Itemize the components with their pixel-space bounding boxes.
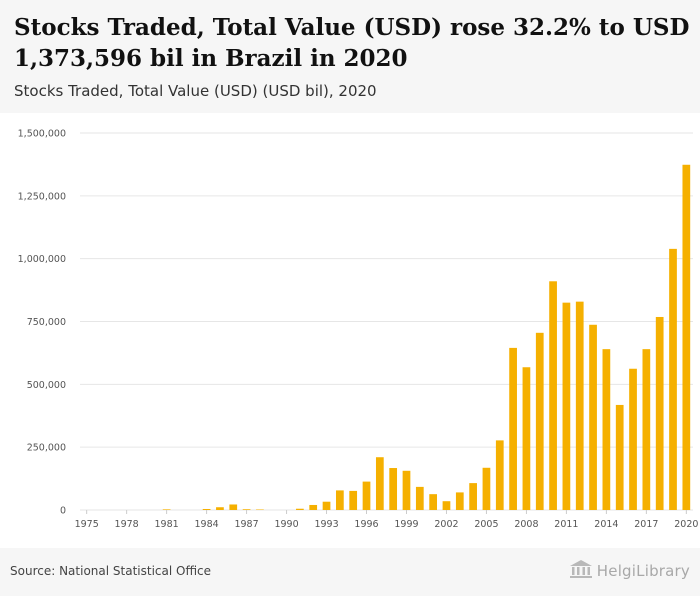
- bar-2014[interactable]: [602, 349, 611, 510]
- y-tick-label: 250,000: [27, 443, 66, 454]
- bar-1985[interactable]: [216, 507, 224, 510]
- bar-1993[interactable]: [322, 501, 331, 510]
- bar-1986[interactable]: [229, 504, 238, 510]
- bar-2018[interactable]: [655, 316, 664, 510]
- brand-name: HelgiLibrary: [596, 562, 690, 580]
- chart-title: Stocks Traded, Total Value (USD) rose 32…: [14, 14, 690, 72]
- bar-2010[interactable]: [549, 281, 557, 510]
- bar-1981[interactable]: [162, 509, 171, 510]
- bar-1984[interactable]: [202, 508, 211, 510]
- bar-2006[interactable]: [495, 440, 504, 510]
- bar-2008[interactable]: [522, 367, 531, 510]
- x-tick-label: 2005: [474, 519, 498, 530]
- source-note: Source: National Statistical Office: [10, 564, 212, 578]
- bar-1996[interactable]: [362, 481, 371, 510]
- bar-2015[interactable]: [615, 404, 624, 510]
- bar-2020[interactable]: [682, 164, 691, 510]
- x-tick-label: 1996: [354, 519, 378, 530]
- x-tick-label: 2011: [554, 519, 578, 530]
- bar-2004[interactable]: [469, 483, 477, 510]
- x-tick-label: 2014: [594, 519, 618, 530]
- bar-2019[interactable]: [669, 248, 677, 510]
- y-tick-label: 1,000,000: [18, 254, 66, 265]
- bar-2001[interactable]: [429, 494, 438, 510]
- bar-1998[interactable]: [389, 468, 398, 510]
- y-axis-tick-labels: 0 250,000 500,000 750,000 1,000,000 1,250,000…: [18, 129, 66, 517]
- bar-2003[interactable]: [455, 492, 464, 510]
- bar-1999[interactable]: [402, 470, 411, 510]
- bar-2000[interactable]: [415, 486, 424, 510]
- x-tick-label: 1999: [394, 519, 418, 530]
- x-tick-label: 1981: [155, 519, 179, 530]
- bar-1994[interactable]: [335, 490, 344, 510]
- x-tick-label: 1990: [274, 519, 298, 530]
- x-tick-label: 1993: [314, 519, 338, 530]
- bar-1987[interactable]: [242, 509, 251, 510]
- bar-2012[interactable]: [575, 301, 584, 510]
- x-tick-label: 2017: [634, 519, 658, 530]
- bar-1992[interactable]: [309, 504, 318, 510]
- bar-1991[interactable]: [296, 508, 304, 510]
- y-tick-label: 0: [60, 506, 66, 517]
- chart-subtitle: Stocks Traded, Total Value (USD) (USD bi…: [14, 82, 377, 100]
- bar-2005[interactable]: [482, 467, 491, 510]
- x-tick-label: 2008: [514, 519, 538, 530]
- bar-1997[interactable]: [375, 457, 384, 510]
- library-building-icon: [569, 560, 592, 582]
- gridlines: [80, 132, 693, 511]
- x-axis-tick-labels: 1975 1978 1981 1984 1987 1990 1993 1996 1999 2002…: [75, 510, 698, 530]
- y-tick-label: 500,000: [27, 380, 66, 391]
- bar-2013[interactable]: [589, 324, 597, 510]
- bar-2017[interactable]: [642, 349, 651, 510]
- header-panel: Stocks Traded, Total Value (USD) rose 32…: [0, 0, 700, 113]
- bar-2002[interactable]: [442, 501, 451, 510]
- footer-panel: Source: National Statistical Office Helg…: [0, 548, 700, 596]
- y-tick-label: 750,000: [27, 317, 66, 328]
- helgilibrary-logo[interactable]: HelgiLibrary: [569, 560, 690, 582]
- bar-2016[interactable]: [629, 368, 637, 510]
- bar-chart: 0 250,000 500,000 750,000 1,000,000 1,250,000…: [18, 129, 699, 531]
- y-tick-label: 1,250,000: [18, 191, 66, 202]
- x-tick-label: 1978: [115, 519, 139, 530]
- bar-1988[interactable]: [256, 509, 264, 510]
- bar-2007[interactable]: [509, 347, 517, 510]
- x-tick-label: 2002: [434, 519, 458, 530]
- bar-1995[interactable]: [349, 490, 358, 510]
- y-tick-label: 1,500,000: [18, 129, 66, 140]
- bar-2009[interactable]: [535, 332, 544, 510]
- x-tick-label: 2020: [674, 519, 698, 530]
- bars: [162, 164, 691, 510]
- x-tick-label: 1975: [75, 519, 99, 530]
- bar-2011[interactable]: [562, 302, 571, 510]
- x-tick-label: 1984: [195, 519, 219, 530]
- x-tick-label: 1987: [234, 519, 258, 530]
